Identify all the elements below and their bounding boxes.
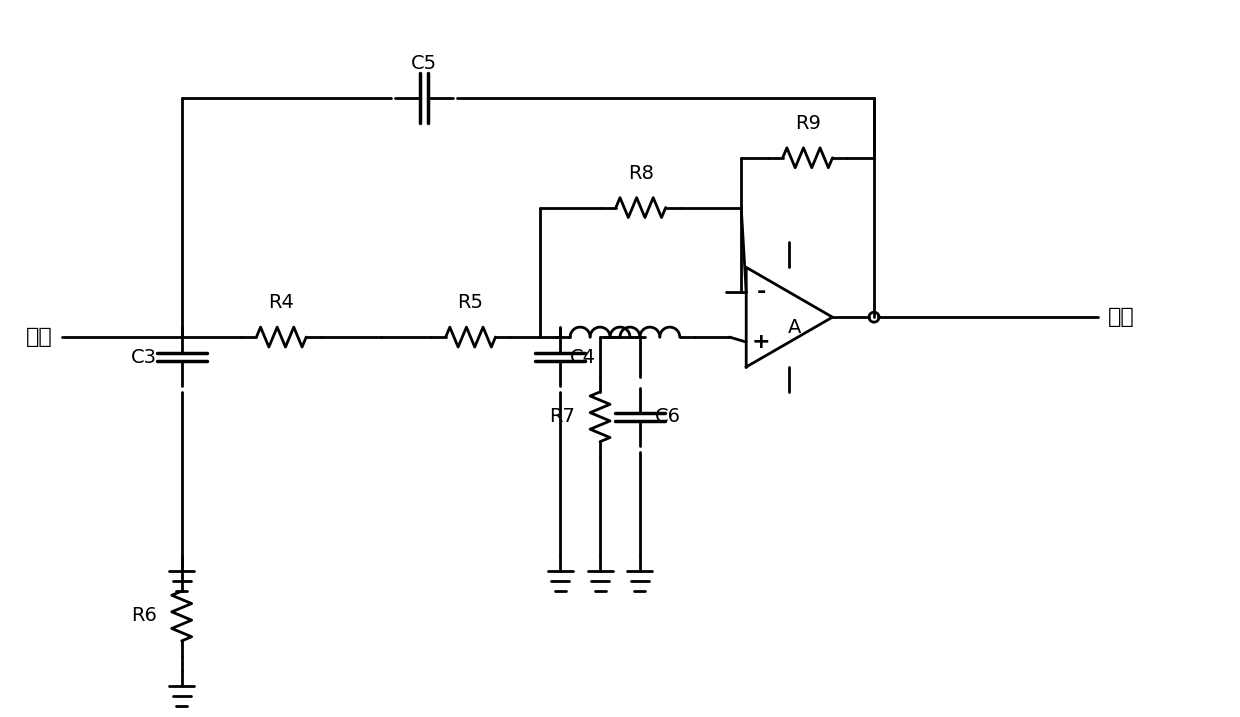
Text: R4: R4 [268,293,294,312]
Text: C6: C6 [655,407,681,427]
Text: R9: R9 [795,114,821,133]
Text: A: A [787,318,801,336]
Text: C5: C5 [410,54,436,73]
Text: 输出: 输出 [1109,307,1135,327]
Text: +: + [751,332,770,352]
Text: R5: R5 [458,293,484,312]
Text: R7: R7 [549,407,575,427]
Text: C3: C3 [130,348,156,366]
Text: -: - [756,282,766,303]
Text: R6: R6 [131,607,156,625]
Text: R8: R8 [627,163,653,183]
Text: C4: C4 [570,348,596,366]
Text: 输入: 输入 [26,327,52,347]
